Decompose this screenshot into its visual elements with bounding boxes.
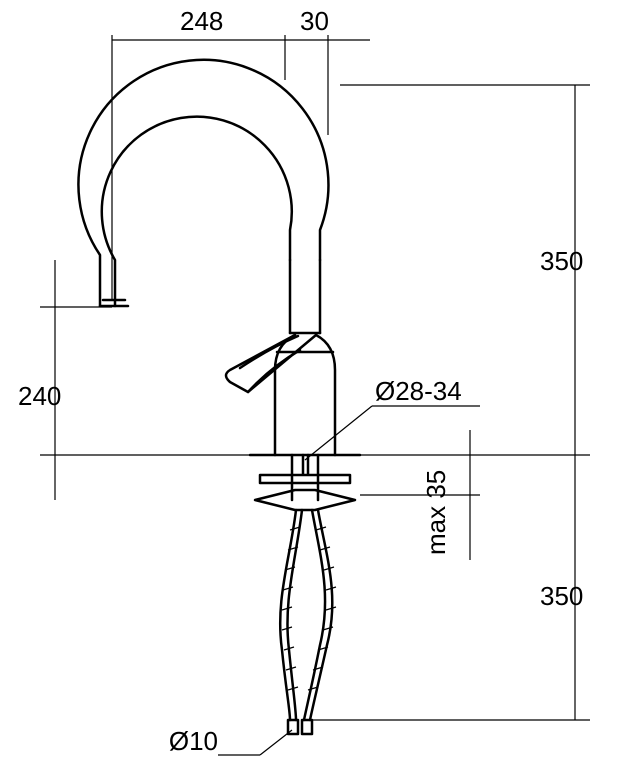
dim-hole-diameter: Ø28-34: [375, 376, 462, 406]
dim-total-height: 350: [540, 246, 583, 276]
dim-spout-height: 240: [18, 381, 61, 411]
dim-hose-length: 350: [540, 581, 583, 611]
dim-top-offset: 30: [300, 6, 329, 36]
dim-hose-diameter: Ø10: [169, 726, 218, 756]
dim-spout-reach: 248: [180, 6, 223, 36]
dim-counter-thickness: max 35: [421, 470, 451, 555]
